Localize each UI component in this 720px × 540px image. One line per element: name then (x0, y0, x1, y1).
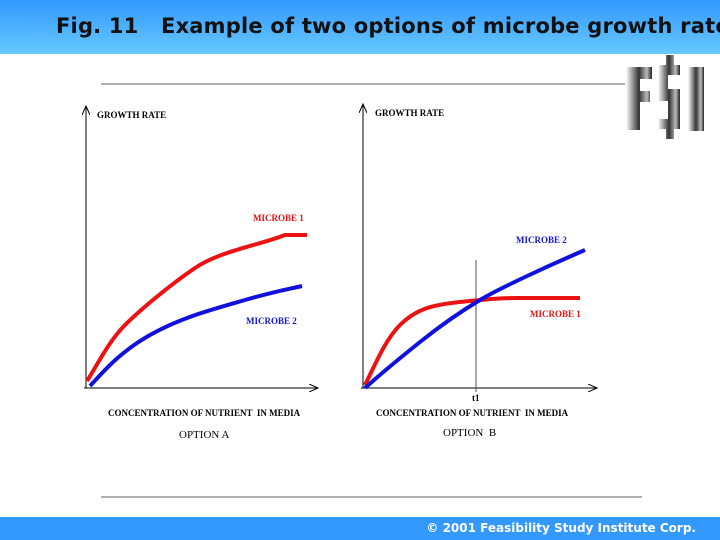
option-b-microbe2-label: MICROBE 2 (516, 235, 567, 245)
footer-bar: © 2001 Feasibility Study Institute Corp. (0, 517, 720, 540)
header-bar: Fig. 11 Example of two options of microb… (0, 0, 720, 54)
fsi-logo (626, 55, 704, 139)
copyright-text: © 2001 Feasibility Study Institute Corp. (426, 521, 696, 535)
option-b-microbe2-curve (363, 248, 586, 390)
t1-label: t1 (472, 393, 480, 403)
option-b-axes (361, 104, 597, 388)
option-a-caption: OPTION A (179, 429, 230, 441)
option-b-microbe1-curve (363, 296, 580, 386)
option-a-microbe1-curve (85, 233, 307, 383)
option-a-y-label: GROWTH RATE (97, 110, 167, 120)
option-b-microbe1-label: MICROBE 1 (530, 309, 581, 319)
option-a-x-label: CONCENTRATION OF NUTRIENT IN MEDIA (108, 408, 301, 418)
option-b-y-label: GROWTH RATE (375, 108, 445, 118)
page-title: Fig. 11 Example of two options of microb… (56, 14, 720, 38)
option-b-caption: OPTION B (443, 427, 497, 439)
bottom-divider (101, 496, 642, 498)
option-a-microbe1-label: MICROBE 1 (253, 213, 304, 223)
option-a-axes (84, 106, 318, 388)
option-b-x-label: CONCENTRATION OF NUTRIENT IN MEDIA (376, 408, 569, 418)
option-a-microbe2-label: MICROBE 2 (246, 316, 297, 326)
top-divider (101, 83, 625, 85)
option-a-microbe2-curve (88, 284, 303, 388)
